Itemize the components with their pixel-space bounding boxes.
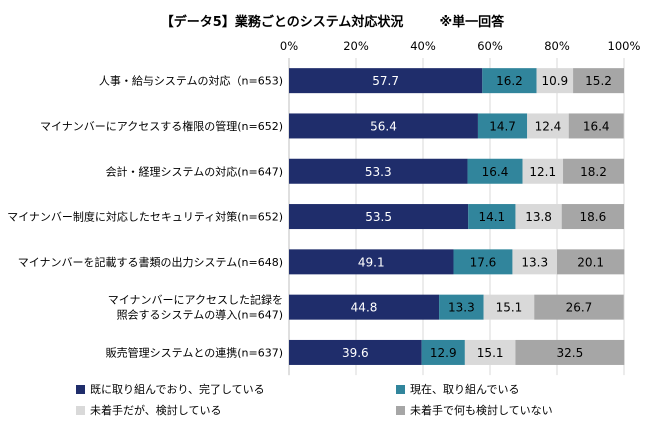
bar-segment	[563, 158, 624, 184]
data-label: 16.4	[583, 119, 610, 133]
bar-segment	[421, 339, 465, 365]
data-label: 14.1	[478, 210, 505, 224]
data-label: 49.1	[358, 255, 385, 269]
bar-segment	[467, 158, 523, 184]
bar-segment	[482, 68, 537, 94]
bar-segment	[468, 204, 516, 230]
data-label: 18.6	[579, 210, 606, 224]
bar-segment	[534, 294, 624, 320]
x-tick-label: 80%	[544, 39, 570, 53]
data-label: 13.3	[521, 255, 548, 269]
data-label: 39.6	[342, 346, 369, 360]
data-label: 15.1	[496, 301, 523, 315]
chart-title: 【データ5】業務ごとのシステム対応状況 ※単一回答	[0, 11, 665, 30]
data-label: 18.2	[580, 165, 607, 179]
bar-segment	[483, 294, 535, 320]
bar-segment	[289, 158, 468, 184]
category-label: マイナンバーにアクセスする権限の管理(n=652)	[40, 119, 283, 133]
data-label: 44.8	[351, 301, 378, 315]
bar-segment	[568, 113, 624, 139]
x-tick-label: 60%	[477, 39, 503, 53]
bar-segment	[522, 158, 564, 184]
bar-segment	[464, 339, 516, 365]
bar-segment	[527, 113, 569, 139]
data-label: 14.7	[489, 119, 516, 133]
bar-segment	[561, 204, 624, 230]
data-label: 56.4	[370, 119, 397, 133]
data-label: 13.8	[525, 210, 552, 224]
bar-segment	[573, 68, 624, 94]
category-label: 照会するシステムの導入(n=647)	[117, 308, 283, 322]
chart-title-text: 【データ5】業務ごとのシステム対応状況	[160, 15, 404, 30]
bar-segment	[289, 294, 440, 320]
bar-segment	[453, 249, 513, 275]
data-label: 16.4	[482, 165, 509, 179]
category-label: マイナンバーを記載する書類の出力システム(n=648)	[18, 255, 283, 269]
data-label: 12.9	[430, 346, 457, 360]
x-tick-label: 20%	[343, 39, 369, 53]
data-label: 53.5	[365, 210, 392, 224]
bar-segment	[289, 68, 483, 94]
bar-segment	[289, 204, 469, 230]
data-label: 16.2	[496, 74, 523, 88]
x-tick-label: 40%	[410, 39, 436, 53]
chart-subtitle: ※単一回答	[439, 15, 505, 30]
data-label: 32.5	[557, 346, 584, 360]
category-label: 会計・経理システムの対応(n=647)	[106, 164, 283, 178]
bar-segment	[439, 294, 484, 320]
category-label: 販売管理システムとの連携(n=637)	[106, 345, 283, 359]
data-label: 12.4	[535, 119, 562, 133]
data-label: 26.7	[566, 301, 593, 315]
data-label: 10.9	[541, 74, 568, 88]
data-label: 15.2	[585, 74, 612, 88]
bar-segment	[515, 204, 562, 230]
category-label: マイナンバーにアクセスした記録を	[108, 293, 283, 307]
data-label: 12.1	[529, 165, 556, 179]
bar-segment	[289, 339, 422, 365]
category-label: 人事・給与システムの対応（n=653)	[99, 74, 283, 88]
bar-segment	[512, 249, 557, 275]
data-label: 13.3	[448, 301, 475, 315]
x-tick-label: 0%	[280, 39, 298, 53]
bar-segment	[536, 68, 574, 94]
category-label: マイナンバー制度に対応したセキュリティ対策(n=652)	[7, 210, 283, 224]
bar-segment	[477, 113, 528, 139]
data-label: 57.7	[372, 74, 399, 88]
data-label: 53.3	[365, 165, 392, 179]
data-label: 20.1	[577, 255, 604, 269]
x-tick-label: 100%	[608, 39, 641, 53]
bar-segment	[289, 113, 478, 139]
data-label: 15.1	[477, 346, 504, 360]
data-label: 17.6	[470, 255, 497, 269]
bar-segment	[557, 249, 625, 275]
bar-segment	[289, 249, 454, 275]
bar-segment	[515, 339, 625, 365]
